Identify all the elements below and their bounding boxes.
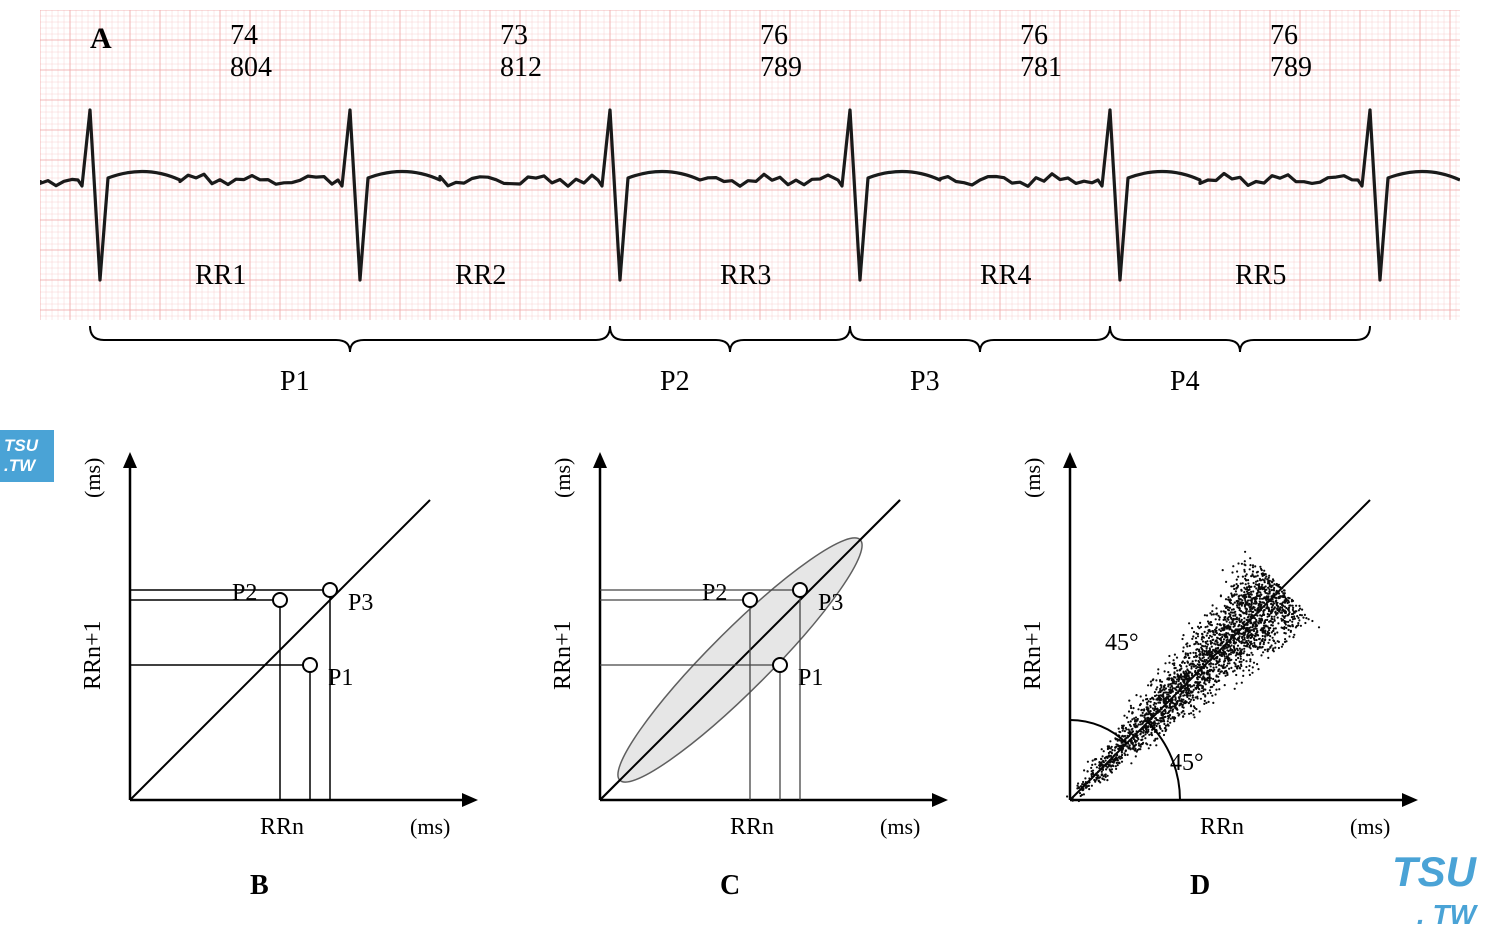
rr-interval-label: RR5 [1235,260,1286,292]
plot-b: RRn(ms)RRn+1(ms)P1P2P3B [70,440,490,860]
brace-label: P4 [1170,366,1200,398]
plot-b-label: B [250,870,269,902]
brace-label: P3 [910,366,940,398]
svg-text:(ms): (ms) [1350,814,1390,839]
watermark-tw-text: .TW [4,456,35,475]
svg-text:P3: P3 [348,590,373,616]
plot-d: RRn(ms)RRn+1(ms)45°45°D [1010,440,1430,860]
panel-a-label: A [90,22,112,56]
ecg-rate-value: 76 [760,20,788,52]
plots-row: RRn (ms) RRn+1 (ms) P1 P2 P3 B RRn (ms) RRn+1 (ms)… [40,440,1460,920]
svg-text:RRn: RRn [1200,814,1244,840]
panel-a-ecg: A 7480473812767897678176789RR1RR2RR3RR4R… [40,10,1460,320]
svg-text:(ms): (ms) [80,458,105,498]
ecg-rate-value: 73 [500,20,528,52]
brace-label: P1 [280,366,310,398]
rr-interval-label: RR2 [455,260,506,292]
svg-text:RRn+1: RRn+1 [1020,620,1046,690]
rr-interval-label: RR1 [195,260,246,292]
svg-text:(ms): (ms) [880,814,920,839]
ecg-ms-value: 781 [1020,52,1062,84]
svg-text:P1: P1 [798,665,823,691]
svg-text:RRn: RRn [730,814,774,840]
svg-text:(ms): (ms) [1020,458,1045,498]
brace-label: P2 [660,366,690,398]
svg-text:P2: P2 [232,580,257,606]
svg-text:P1: P1 [328,665,353,691]
svg-text:(ms): (ms) [410,814,450,839]
svg-text:RRn+1: RRn+1 [80,620,106,690]
plot-d-label: D [1190,870,1210,902]
ecg-ms-value: 789 [1270,52,1312,84]
watermark-tsu-corner: TSU . TW [1392,853,1476,929]
svg-text:RRn: RRn [260,814,304,840]
watermark-tsu-text: TSU [4,436,38,455]
svg-text:45°: 45° [1170,750,1204,776]
braces-svg [40,322,1460,372]
ecg-rate-value: 76 [1020,20,1048,52]
watermark-tsu2-l2: . TW [1417,899,1476,930]
svg-text:(ms): (ms) [550,458,575,498]
ecg-rate-value: 76 [1270,20,1298,52]
watermark-tsu-badge: TSU .TW [0,430,54,482]
ecg-ms-value: 789 [760,52,802,84]
rr-interval-label: RR3 [720,260,771,292]
svg-text:P2: P2 [702,580,727,606]
watermark-tsu2-l1: TSU [1392,848,1476,895]
plot-c-label: C [720,870,740,902]
rr-interval-label: RR4 [980,260,1031,292]
svg-text:RRn+1: RRn+1 [550,620,576,690]
ecg-ms-value: 804 [230,52,272,84]
ecg-rate-value: 74 [230,20,258,52]
brace-row: P1 P2 P3 P4 [40,322,1460,402]
svg-text:P3: P3 [818,590,843,616]
plot-c: RRn(ms)RRn+1(ms)P1P2P3C [540,440,960,860]
svg-text:45°: 45° [1105,630,1139,656]
ecg-ms-value: 812 [500,52,542,84]
